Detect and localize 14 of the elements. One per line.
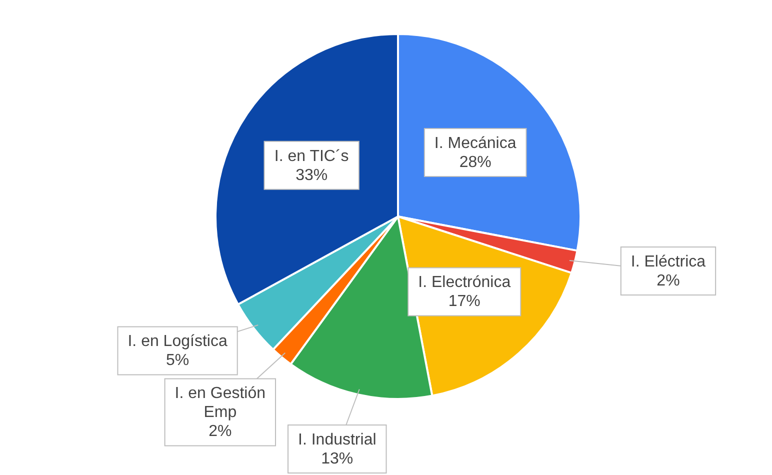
data-label: 17% xyxy=(448,293,480,310)
slice-label: I. Mecánica xyxy=(434,134,516,152)
slice-label: I. en Logística xyxy=(128,333,228,350)
data-label: 5% xyxy=(166,352,190,370)
slice-label: I. en Gestión Emp xyxy=(174,385,266,422)
data-label: 28% xyxy=(459,154,492,171)
data-label: 2% xyxy=(656,272,680,290)
slice-label: I. Electrónica xyxy=(418,274,511,292)
data-label: 13% xyxy=(321,450,354,468)
data-label: 2% xyxy=(208,423,232,440)
slice-label: I. Industrial xyxy=(298,431,376,448)
slice-label: I. Eléctrica xyxy=(630,253,706,270)
data-label: 33% xyxy=(296,166,328,184)
slice-label: I. en TIC´s xyxy=(274,148,349,165)
